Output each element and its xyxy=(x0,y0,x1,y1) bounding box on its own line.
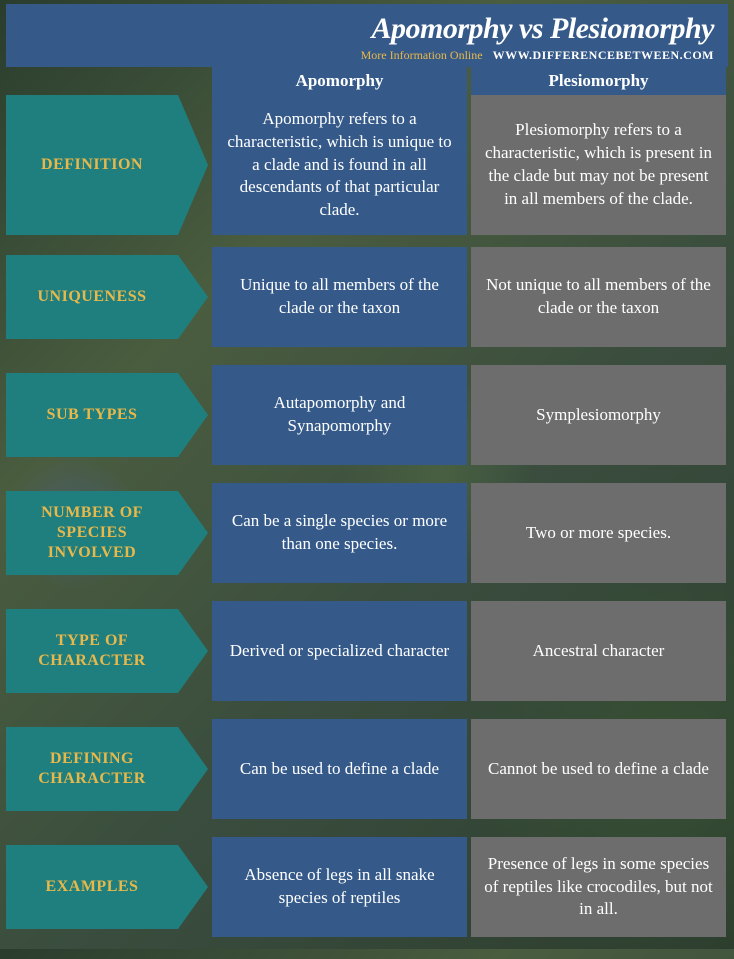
cell-plesiomorphy: Cannot be used to define a clade xyxy=(471,719,726,819)
cell-plesiomorphy: Two or more species. xyxy=(471,483,726,583)
cell-apomorphy: Can be a single species or more than one… xyxy=(212,483,467,583)
row-label-wrap: UNIQUENESS xyxy=(6,247,210,347)
chevron-right-icon xyxy=(178,95,208,235)
cell-apomorphy: Derived or specialized character xyxy=(212,601,467,701)
row-label: NUMBER OF SPECIES INVOLVED xyxy=(6,491,178,575)
row-label: EXAMPLES xyxy=(6,845,178,929)
header-url: WWW.DIFFERENCEBETWEEN.COM xyxy=(493,48,714,63)
rows-container: DEFINITIONApomorphy refers to a characte… xyxy=(4,95,730,937)
row-label-wrap: NUMBER OF SPECIES INVOLVED xyxy=(6,483,210,583)
chevron-right-icon xyxy=(178,727,208,811)
header-subline: More Information Online WWW.DIFFERENCEBE… xyxy=(20,48,714,63)
row-label: DEFINITION xyxy=(6,95,178,235)
row-label-wrap: DEFINITION xyxy=(6,95,210,235)
cell-plesiomorphy: Symplesiomorphy xyxy=(471,365,726,465)
row-label-wrap: EXAMPLES xyxy=(6,837,210,937)
table-row: NUMBER OF SPECIES INVOLVED Can be a singl… xyxy=(6,483,728,583)
row-label-wrap: SUB TYPES xyxy=(6,365,210,465)
column-headers: Apomorphy Plesiomorphy xyxy=(6,67,728,95)
table-row: UNIQUENESS Unique to all members of the c… xyxy=(6,247,728,347)
header: Apomorphy vs Plesiomorphy More Informati… xyxy=(6,4,728,67)
page-title: Apomorphy vs Plesiomorphy xyxy=(20,12,714,46)
chevron-right-icon xyxy=(178,491,208,575)
table-row: EXAMPLES Absence of legs in all snake spe… xyxy=(6,837,728,937)
row-label: DEFINING CHARACTER xyxy=(6,727,178,811)
cell-apomorphy: Autapomorphy and Synapomorphy xyxy=(212,365,467,465)
row-label: SUB TYPES xyxy=(6,373,178,457)
column-spacer xyxy=(6,67,210,95)
cell-apomorphy: Absence of legs in all snake species of … xyxy=(212,837,467,937)
cell-plesiomorphy: Ancestral character xyxy=(471,601,726,701)
column-header-b: Plesiomorphy xyxy=(471,67,726,95)
table-row: TYPE OF CHARACTER Derived or specialized … xyxy=(6,601,728,701)
row-label: UNIQUENESS xyxy=(6,255,178,339)
cell-plesiomorphy: Presence of legs in some species of rept… xyxy=(471,837,726,937)
cell-plesiomorphy: Plesiomorphy refers to a characteristic,… xyxy=(471,95,726,235)
table-row: SUB TYPES Autapomorphy and SynapomorphySy… xyxy=(6,365,728,465)
cell-apomorphy: Can be used to define a clade xyxy=(212,719,467,819)
chevron-right-icon xyxy=(178,373,208,457)
row-label-wrap: DEFINING CHARACTER xyxy=(6,719,210,819)
chevron-right-icon xyxy=(178,255,208,339)
table-row: DEFINITIONApomorphy refers to a characte… xyxy=(6,95,728,235)
cell-apomorphy: Apomorphy refers to a characteristic, wh… xyxy=(212,95,467,235)
row-label: TYPE OF CHARACTER xyxy=(6,609,178,693)
column-header-a: Apomorphy xyxy=(212,67,467,95)
cell-plesiomorphy: Not unique to all members of the clade o… xyxy=(471,247,726,347)
row-label-wrap: TYPE OF CHARACTER xyxy=(6,601,210,701)
chevron-right-icon xyxy=(178,609,208,693)
chevron-right-icon xyxy=(178,845,208,929)
table-row: DEFINING CHARACTER Can be used to define … xyxy=(6,719,728,819)
header-subtext: More Information Online xyxy=(361,48,483,63)
comparison-infographic: Apomorphy vs Plesiomorphy More Informati… xyxy=(0,0,734,959)
cell-apomorphy: Unique to all members of the clade or th… xyxy=(212,247,467,347)
